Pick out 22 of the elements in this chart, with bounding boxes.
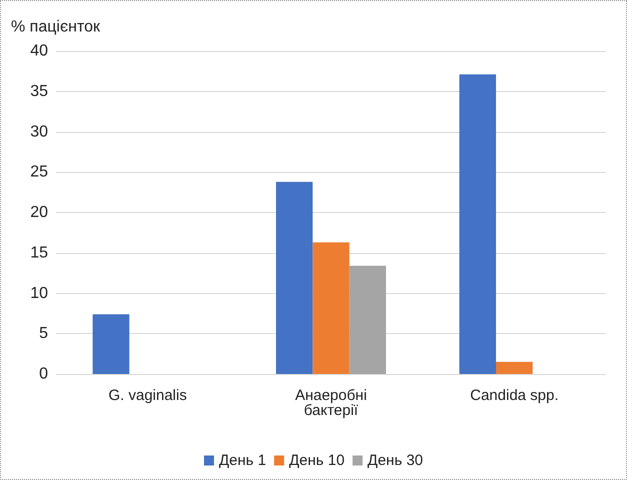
y-tick-label: 40 [30,42,48,60]
y-tick-label: 15 [30,244,48,262]
y-tick-label: 30 [30,123,48,140]
y-tick-label: 20 [30,204,48,221]
x-tick-label: Анаеробні бактерії [295,387,367,419]
y-tick-label: 10 [30,284,48,302]
legend-label: День 10 [289,452,345,469]
bar [349,266,386,374]
bar [276,182,313,374]
bar [312,242,350,374]
y-axis-title: % пацієнток [11,18,101,36]
x-tick-label: Candida spp. [470,387,559,404]
y-tick-label: 35 [30,82,48,100]
bar [92,314,130,374]
legend-label: День 30 [368,452,424,469]
y-tick-label: 0 [39,366,48,382]
legend-label: День 1 [218,452,266,469]
x-tick-label: G. vaginalis [108,387,187,404]
bar [496,362,533,374]
y-tick-label: 5 [39,325,48,342]
bar [459,74,496,374]
y-tick-label: 25 [30,164,48,181]
